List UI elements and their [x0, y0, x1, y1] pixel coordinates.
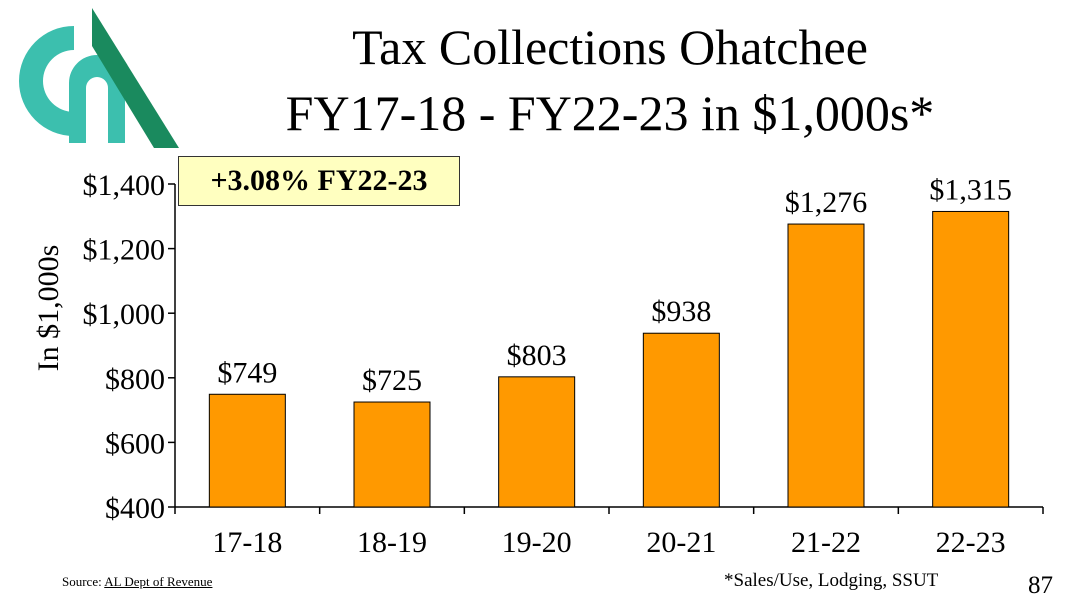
x-tick-label: 21-22: [791, 526, 861, 559]
growth-badge: +3.08% FY22-23: [178, 156, 460, 206]
bar-21-22: [787, 223, 865, 508]
data-label: $749: [217, 356, 277, 389]
data-label: $938: [651, 295, 711, 328]
chart-title-line-2: FY17-18 - FY22-23 in $1,000s*: [285, 85, 935, 141]
data-label: $803: [507, 339, 567, 372]
x-tick-label: 22-23: [936, 526, 1006, 559]
logo-c-shape: [19, 26, 74, 136]
bar-19-20: [498, 376, 576, 508]
source-note: Source: AL Dept of Revenue: [62, 574, 212, 590]
chart-title-line-1: Tax Collections Ohatchee: [352, 19, 868, 75]
x-tick-label: 19-20: [502, 526, 572, 559]
y-tick-label: $1,000: [83, 298, 166, 331]
x-tick-label: 18-19: [357, 526, 427, 559]
company-logo: [19, 8, 179, 148]
logo-peak-shape: [92, 8, 179, 148]
y-tick-label: $600: [105, 427, 165, 460]
data-label: $1,276: [785, 186, 868, 219]
x-tick-label: 20-21: [646, 526, 716, 559]
source-prefix: Source:: [62, 574, 105, 589]
bar-22-23: [932, 210, 1010, 508]
y-tick-label: $1,400: [83, 169, 166, 202]
footnote: *Sales/Use, Lodging, SSUT: [724, 570, 939, 591]
y-tick-label: $400: [105, 492, 165, 525]
data-label: $725: [362, 364, 422, 397]
y-tick-label: $1,200: [83, 234, 166, 267]
y-tick-label: $800: [105, 363, 165, 396]
bar-18-19: [353, 401, 431, 508]
data-label: $1,315: [929, 173, 1012, 206]
x-tick-label: 17-18: [212, 526, 282, 559]
bar-17-18: [208, 393, 286, 508]
page-number: 87: [1028, 572, 1053, 599]
bar-20-21: [642, 332, 720, 508]
source-link[interactable]: AL Dept of Revenue: [104, 574, 213, 589]
y-axis-title: In $1,000s: [32, 245, 65, 372]
